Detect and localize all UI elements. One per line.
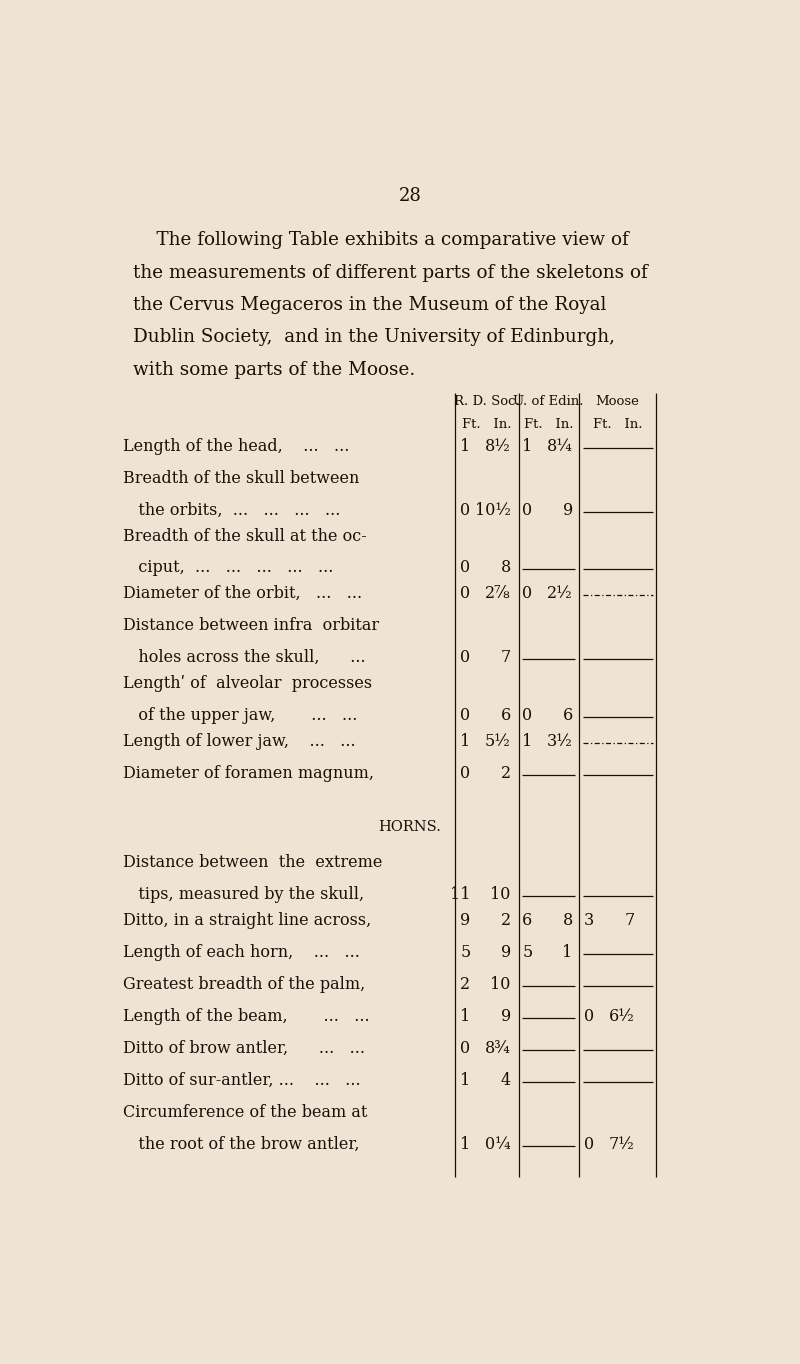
Text: 9: 9 [501,1008,510,1024]
Text: holes across the skull,      ...: holes across the skull, ... [123,649,366,666]
Text: Ft.   In.: Ft. In. [462,417,511,431]
Text: HORNS.: HORNS. [378,820,442,833]
Text: 1: 1 [522,438,533,454]
Text: 9: 9 [501,944,510,962]
Text: 5½: 5½ [485,732,510,750]
Text: ciput,  ...   ...   ...   ...   ...: ciput, ... ... ... ... ... [123,559,334,577]
Text: 28: 28 [398,187,422,205]
Text: 5: 5 [522,944,533,962]
Text: 10½: 10½ [475,502,510,518]
Text: 0: 0 [460,649,470,666]
Text: 0: 0 [460,585,470,603]
Text: 1: 1 [460,1072,470,1088]
Text: 8¾: 8¾ [485,1039,510,1057]
Text: The following Table exhibits a comparative view of: The following Table exhibits a comparati… [133,232,628,250]
Text: with some parts of the Moose.: with some parts of the Moose. [133,361,415,379]
Text: 6: 6 [562,707,573,724]
Text: of the upper jaw,       ...   ...: of the upper jaw, ... ... [123,707,358,724]
Text: Lengthʹ of  alveolar  processes: Lengthʹ of alveolar processes [123,675,372,692]
Text: Diameter of the orbit,   ...   ...: Diameter of the orbit, ... ... [123,585,362,603]
Text: Ditto of sur-antler, ...    ...   ...: Ditto of sur-antler, ... ... ... [123,1072,361,1088]
Text: 0: 0 [460,707,470,724]
Text: Ditto, in a straight line across,: Ditto, in a straight line across, [123,913,371,929]
Text: Diameter of foramen magnum,: Diameter of foramen magnum, [123,765,374,782]
Text: Breadth of the skull between: Breadth of the skull between [123,469,360,487]
Text: Greatest breadth of the palm,: Greatest breadth of the palm, [123,977,366,993]
Text: 4: 4 [501,1072,510,1088]
Text: 2: 2 [501,765,510,782]
Text: R. D. Soc.: R. D. Soc. [454,394,520,408]
Text: the Cervus Megaceros in the Museum of the Royal: the Cervus Megaceros in the Museum of th… [133,296,606,314]
Text: 3½: 3½ [547,732,573,750]
Text: 0: 0 [522,707,533,724]
Text: 0: 0 [460,1039,470,1057]
Text: 1: 1 [562,944,573,962]
Text: 7½: 7½ [609,1136,634,1153]
Text: 8½: 8½ [485,438,510,454]
Text: 5: 5 [460,944,470,962]
Text: 1: 1 [522,732,533,750]
Text: U. of Edin.: U. of Edin. [514,394,584,408]
Text: Dublin Society,  and in the University of Edinburgh,: Dublin Society, and in the University of… [133,329,614,346]
Text: the orbits,  ...   ...   ...   ...: the orbits, ... ... ... ... [123,502,341,518]
Text: Ditto of brow antler,      ...   ...: Ditto of brow antler, ... ... [123,1039,366,1057]
Text: 1: 1 [460,438,470,454]
Text: 8¼: 8¼ [547,438,573,454]
Text: 10: 10 [490,977,510,993]
Text: 0: 0 [460,765,470,782]
Text: Ft.   In.: Ft. In. [593,417,642,431]
Text: 0¼: 0¼ [485,1136,510,1153]
Text: 6: 6 [501,707,510,724]
Text: 2: 2 [460,977,470,993]
Text: 0: 0 [460,559,470,577]
Text: Distance between infra  orbitar: Distance between infra orbitar [123,617,379,634]
Text: 7: 7 [501,649,510,666]
Text: 0: 0 [584,1136,594,1153]
Text: Breadth of the skull at the oc-: Breadth of the skull at the oc- [123,528,367,544]
Text: 7: 7 [625,913,634,929]
Text: Distance between  the  extreme: Distance between the extreme [123,854,382,872]
Text: 8: 8 [501,559,510,577]
Text: 0: 0 [584,1008,594,1024]
Text: 9: 9 [460,913,470,929]
Text: 2: 2 [501,913,510,929]
Text: 11: 11 [450,887,470,903]
Text: 1: 1 [460,1136,470,1153]
Text: Length of the beam,       ...   ...: Length of the beam, ... ... [123,1008,370,1024]
Text: 1: 1 [460,732,470,750]
Text: 0: 0 [522,585,533,603]
Text: 2⅞: 2⅞ [485,585,510,603]
Text: 6: 6 [522,913,533,929]
Text: 9: 9 [562,502,573,518]
Text: Ft.   In.: Ft. In. [524,417,574,431]
Text: Circumference of the beam at: Circumference of the beam at [123,1103,368,1121]
Text: Length of each horn,    ...   ...: Length of each horn, ... ... [123,944,360,962]
Text: 8: 8 [562,913,573,929]
Text: 6½: 6½ [609,1008,634,1024]
Text: the measurements of different parts of the skeletons of: the measurements of different parts of t… [133,263,647,282]
Text: 0: 0 [522,502,533,518]
Text: the root of the brow antler,: the root of the brow antler, [123,1136,360,1153]
Text: 3: 3 [584,913,594,929]
Text: Length of lower jaw,    ...   ...: Length of lower jaw, ... ... [123,732,356,750]
Text: Moose: Moose [596,394,640,408]
Text: tips, measured by the skull,: tips, measured by the skull, [123,887,364,903]
Text: 2½: 2½ [547,585,573,603]
Text: 0: 0 [460,502,470,518]
Text: 10: 10 [490,887,510,903]
Text: 1: 1 [460,1008,470,1024]
Text: Length of the head,    ...   ...: Length of the head, ... ... [123,438,350,454]
